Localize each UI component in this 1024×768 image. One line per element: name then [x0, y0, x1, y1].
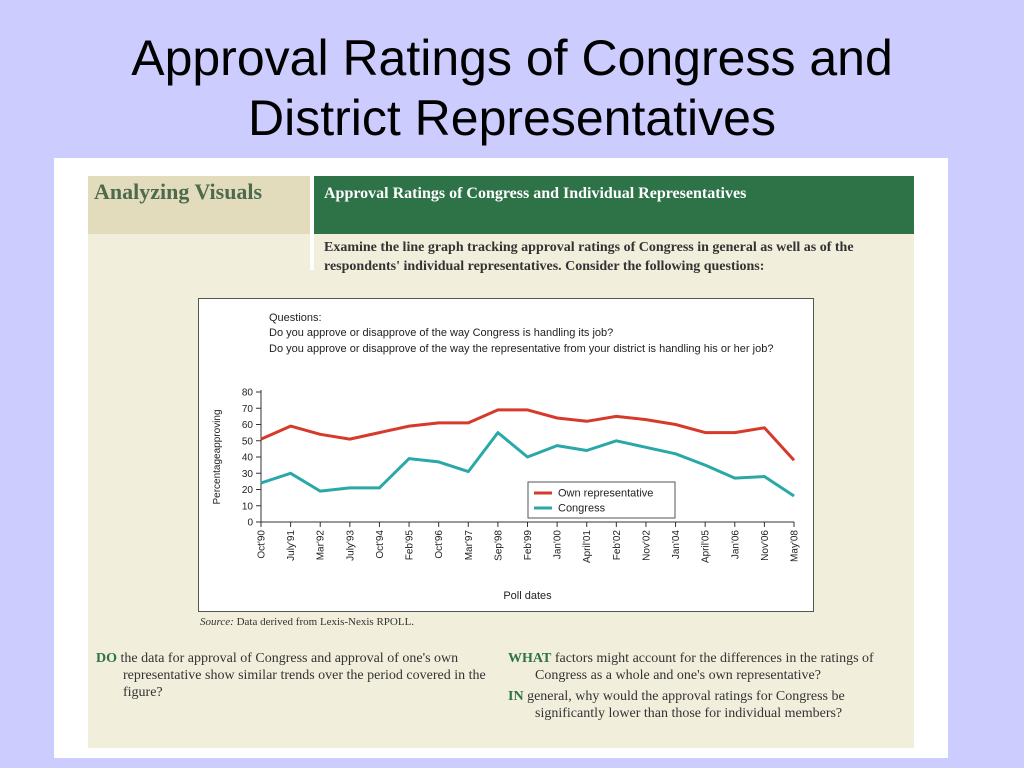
x-tick-label: April'05: [701, 530, 712, 563]
y-tick-label: 20: [242, 485, 254, 496]
x-tick-label: Jan'06: [730, 530, 741, 560]
panel-intro: Examine the line graph tracking approval…: [324, 240, 854, 274]
chart-source: Source: Data derived from Lexis-Nexis RP…: [200, 616, 414, 628]
source-text: Data derived from Lexis-Nexis RPOLL.: [236, 616, 415, 628]
x-tick-label: Nov'06: [760, 530, 771, 561]
x-tick-label: Feb'99: [523, 530, 534, 561]
x-tick-label: Sep'98: [493, 530, 504, 561]
y-axis-title: Percentageapproving: [212, 409, 223, 504]
x-tick-label: July'91: [286, 530, 297, 561]
y-tick-label: 70: [242, 404, 254, 415]
x-tick-label: Nov'02: [641, 530, 652, 561]
x-tick-label: Mar'92: [316, 530, 327, 561]
question-in-keyword: IN: [508, 689, 524, 704]
section-label: Analyzing Visuals: [88, 176, 310, 234]
chart-box: Questions: Do you approve or disapprove …: [198, 298, 814, 612]
analyzing-visuals-panel: Analyzing Visuals Approval Ratings of Co…: [88, 176, 914, 748]
chart-questions: Questions: Do you approve or disapprove …: [269, 311, 789, 357]
question-do: DO the data for approval of Congress and…: [96, 650, 486, 701]
legend-label: Own representative: [558, 488, 653, 500]
y-tick-label: 0: [247, 518, 253, 529]
legend-box: [527, 481, 676, 519]
y-tick-label: 40: [242, 453, 254, 464]
x-tick-label: Jan'04: [671, 530, 682, 560]
y-tick-label: 50: [242, 436, 254, 447]
questions-heading: Questions:: [269, 312, 322, 324]
y-tick-label: 80: [242, 388, 254, 399]
x-tick-label: Feb'02: [612, 530, 623, 561]
y-tick-label: 60: [242, 420, 254, 431]
x-tick-label: Mar'97: [464, 530, 475, 561]
question-congress: Do you approve or disapprove of the way …: [269, 327, 614, 339]
approval-line-chart: 0 10 20 30 40 50 60 70 80 Oct'90 July'91 Mar'92 July…: [212, 388, 801, 603]
x-axis-title: Poll dates: [503, 590, 552, 602]
x-tick-label: Jan'00: [553, 530, 564, 560]
legend-label: Congress: [558, 503, 606, 515]
question-what-keyword: WHAT: [508, 651, 552, 666]
y-tick-label: 30: [242, 469, 254, 480]
section-divider: [310, 176, 314, 270]
question-what-text: factors might account for the difference…: [535, 651, 874, 683]
x-tick-label: April'01: [582, 530, 593, 563]
x-tick-label: Oct'90: [257, 530, 268, 559]
slide-title-line-1: Approval Ratings of Congress and: [131, 30, 893, 86]
x-tick-label: July'93: [345, 530, 356, 561]
x-tick-label: May'08: [790, 530, 801, 562]
question-do-text: the data for approval of Congress and ap…: [120, 651, 486, 700]
x-tick-label: Oct'96: [434, 530, 445, 559]
slide-title: Approval Ratings of Congress and Distric…: [0, 28, 1024, 148]
question-representative: Do you approve or disapprove of the way …: [269, 343, 774, 355]
series-line-own-representative: [260, 408, 796, 462]
panel-header: Approval Ratings of Congress and Individ…: [314, 176, 914, 234]
question-in-text: general, why would the approval ratings …: [527, 689, 845, 721]
y-tick-label: 10: [242, 501, 254, 512]
question-in: IN general, why would the approval ratin…: [508, 688, 908, 722]
source-label: Source:: [200, 616, 234, 628]
figure-card: Analyzing Visuals Approval Ratings of Co…: [54, 158, 948, 758]
question-do-keyword: DO: [96, 651, 117, 666]
question-what: WHAT factors might account for the diffe…: [508, 650, 908, 684]
slide-title-line-2: District Representatives: [248, 90, 776, 146]
series-line-congress: [260, 431, 795, 498]
x-tick-label: Oct'94: [375, 530, 386, 559]
x-tick-label: Feb'95: [405, 530, 416, 561]
